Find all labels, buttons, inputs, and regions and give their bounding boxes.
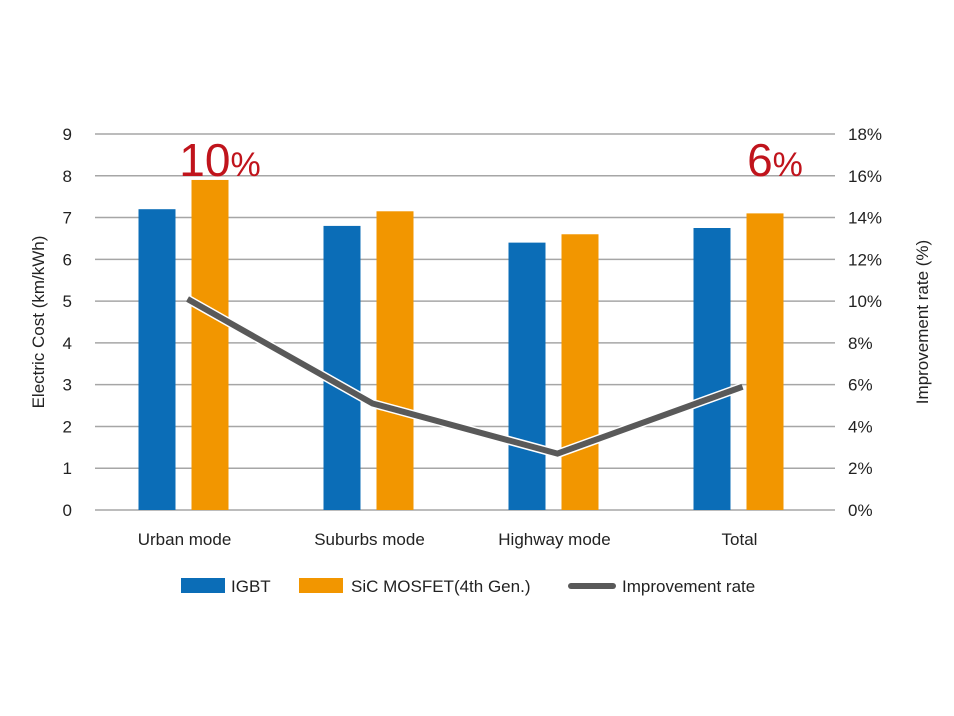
bar-sic [561,234,599,510]
bar-igbt [138,209,176,510]
annotation-unit: % [773,146,803,184]
x-tick-label: Suburbs mode [314,530,425,549]
bar-sic [376,211,414,511]
y-tick-label: 6 [63,250,72,269]
y-tick-label: 5 [63,292,72,311]
y-tick-label: 1 [63,459,72,478]
improvement-annotation: 6% [747,134,803,186]
y-right-tick-label: 10% [848,292,882,311]
y-axis-label: Electric Cost (km/kWh) [29,236,48,409]
y-right-tick-label: 8% [848,334,873,353]
y-right-tick-label: 4% [848,417,873,436]
bar-igbt [693,228,731,510]
improvement-annotation: 10% [179,134,260,186]
bar-igbt [323,225,361,510]
legend-label-sic: SiC MOSFET(4th Gen.) [351,577,530,596]
improvement-line-path [186,296,744,457]
legend-label-improvement: Improvement rate [622,577,755,596]
legend-swatch-sic [299,578,343,593]
bars [138,179,784,511]
y-tick-label: 7 [63,209,72,228]
y-right-tick-label: 12% [848,250,882,269]
y-right-tick-label: 0% [848,501,873,520]
x-tick-label: Total [722,530,758,549]
y-tick-label: 9 [63,125,72,144]
legend-swatch-igbt [181,578,225,593]
improvement-line [185,295,745,459]
y-tick-label: 0 [63,501,72,520]
y-right-tick-label: 16% [848,167,882,186]
y-tick-label: 3 [63,376,72,395]
y-right-tick-label: 6% [848,376,873,395]
y-right-tick-label: 18% [848,125,882,144]
y-tick-label: 4 [63,334,72,353]
y-right-tick-label: 14% [848,209,882,228]
y-tick-label: 2 [63,417,72,436]
bar-sic [746,213,784,510]
legend: IGBT SiC MOSFET(4th Gen.) Improvement rate [181,577,755,596]
y-tick-label: 8 [63,167,72,186]
bar-igbt [508,242,546,510]
annotations: 10% 6% [179,134,803,186]
tick-labels: 0 0%1 2%2 4%3 6%4 8%5 10%6 12%7 14%8 16%9 18%Urban… [63,125,883,549]
x-tick-label: Highway mode [498,530,610,549]
x-tick-label: Urban mode [138,530,232,549]
annotation-number: 6 [747,134,773,186]
annotation-unit: % [230,146,260,184]
annotation-number: 10 [179,134,230,186]
y-right-tick-label: 2% [848,459,873,478]
bar-sic [191,179,229,510]
y-axis-right-label: Improvement rate (%) [913,240,932,404]
legend-label-igbt: IGBT [231,577,271,596]
